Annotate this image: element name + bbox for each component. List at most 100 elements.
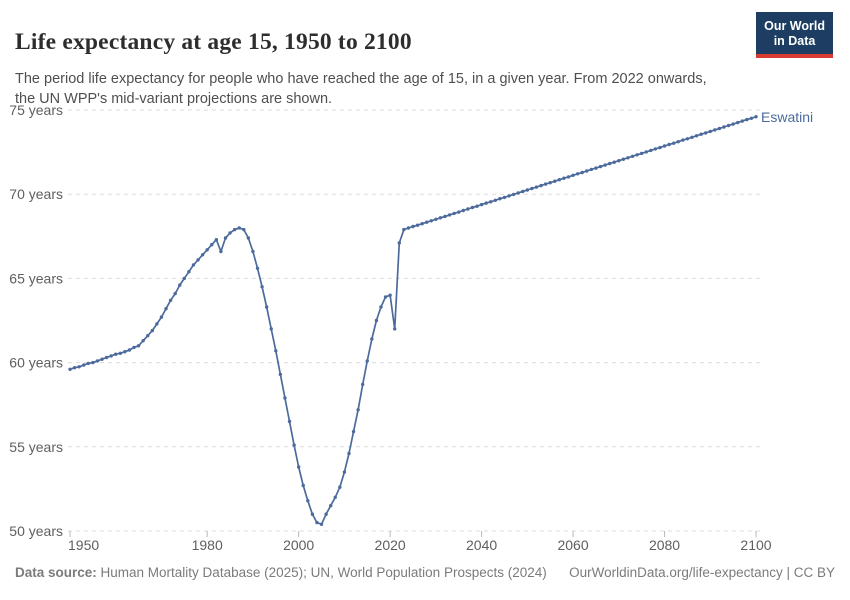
- data-point-marker: [553, 179, 557, 183]
- x-axis-tick-label: 2060: [557, 537, 588, 553]
- data-point-marker: [502, 195, 507, 200]
- data-point-marker: [319, 522, 324, 526]
- y-axis-tick-label: 50 years: [9, 523, 63, 539]
- data-point-marker: [585, 169, 589, 173]
- data-point-marker: [507, 194, 511, 198]
- data-point-marker: [114, 352, 118, 356]
- data-point-marker: [287, 419, 292, 424]
- data-point-marker: [530, 186, 534, 191]
- data-point-marker: [525, 188, 530, 192]
- data-point-marker: [699, 132, 703, 136]
- owid-logo[interactable]: Our World in Data: [756, 12, 833, 58]
- data-point-marker: [598, 164, 603, 169]
- x-axis-tick-label: 2040: [466, 537, 497, 553]
- data-point-marker: [703, 131, 708, 135]
- data-point-marker: [347, 451, 351, 456]
- data-point-marker: [736, 120, 740, 125]
- data-point-marker: [228, 231, 232, 235]
- data-point-marker: [100, 357, 104, 361]
- data-point-marker: [315, 520, 319, 525]
- data-point-marker: [370, 337, 374, 341]
- data-point-marker: [168, 298, 173, 302]
- data-point-marker: [182, 276, 187, 281]
- data-point-marker: [141, 339, 145, 343]
- data-point-marker: [95, 359, 100, 363]
- data-point-marker: [612, 160, 616, 164]
- data-point-marker: [511, 192, 516, 197]
- data-point-marker: [662, 144, 667, 148]
- data-point-marker: [159, 315, 164, 319]
- data-point-marker: [521, 189, 525, 194]
- data-point-marker: [621, 157, 626, 161]
- data-point-marker: [68, 367, 72, 371]
- data-point-marker: [493, 198, 498, 202]
- data-point-marker: [575, 172, 580, 176]
- data-point-marker: [91, 360, 95, 365]
- data-point-marker: [269, 327, 273, 331]
- entity-label[interactable]: Eswatini: [761, 109, 814, 125]
- data-point-marker: [328, 504, 333, 508]
- data-point-marker: [571, 173, 575, 177]
- data-point-marker: [617, 159, 621, 163]
- data-point-marker: [603, 163, 607, 167]
- data-point-marker: [237, 226, 241, 230]
- data-point-marker: [310, 512, 315, 516]
- data-point-marker: [516, 191, 520, 195]
- data-point-marker: [200, 253, 205, 257]
- data-point-marker: [566, 175, 571, 179]
- data-point-marker: [402, 227, 406, 232]
- data-point-marker: [251, 249, 255, 254]
- data-point-marker: [443, 214, 447, 219]
- data-point-marker: [580, 170, 584, 175]
- data-point-marker: [82, 363, 86, 367]
- data-source-label: Data source:: [15, 565, 97, 580]
- owid-logo-line1: Our World: [764, 19, 825, 33]
- chart-subtitle: The period life expectancy for people wh…: [15, 70, 707, 107]
- data-point-marker: [411, 224, 415, 229]
- data-point-marker: [447, 213, 452, 217]
- data-point-marker: [653, 147, 658, 151]
- data-point-marker: [397, 241, 401, 245]
- owid-link[interactable]: OurWorldinData.org/life-expectancy: [569, 565, 783, 580]
- data-point-marker: [374, 318, 379, 323]
- data-point-marker: [333, 495, 337, 499]
- data-point-marker: [557, 178, 562, 182]
- data-point-marker: [342, 470, 347, 474]
- data-point-marker: [406, 226, 411, 230]
- data-point-marker: [644, 150, 648, 154]
- data-point-marker: [475, 204, 479, 208]
- license-badge: | CC BY: [782, 565, 835, 580]
- data-point-marker: [173, 291, 177, 296]
- eswatini-line-series: [69, 115, 757, 526]
- data-point-marker: [278, 372, 283, 377]
- data-point-marker: [626, 156, 630, 160]
- data-point-marker: [452, 211, 456, 216]
- data-point-marker: [324, 512, 328, 516]
- data-point-marker: [292, 443, 296, 447]
- data-point-marker: [214, 238, 219, 242]
- x-axis-tick-label: 2080: [649, 537, 680, 553]
- data-point-marker: [457, 210, 461, 214]
- data-point-marker: [630, 154, 635, 158]
- data-point-marker: [283, 396, 287, 400]
- data-point-marker: [649, 148, 653, 153]
- x-axis-tick-label: 2000: [283, 537, 314, 553]
- data-point-marker: [489, 200, 493, 204]
- data-point-marker: [713, 128, 717, 132]
- data-point-marker: [77, 365, 81, 369]
- y-axis-tick-label: 55 years: [9, 439, 63, 455]
- data-point-marker: [104, 355, 109, 360]
- data-point-marker: [434, 217, 438, 221]
- data-point-marker: [351, 429, 356, 434]
- data-point-marker: [164, 307, 168, 311]
- data-point-marker: [543, 182, 548, 186]
- data-point-marker: [223, 236, 228, 240]
- data-point-marker: [635, 153, 639, 157]
- data-point-marker: [383, 295, 388, 299]
- x-axis-tick-label: 1980: [192, 537, 223, 553]
- data-point-marker: [484, 201, 488, 205]
- data-point-marker: [338, 485, 342, 489]
- owid-logo-line2: in Data: [773, 34, 816, 48]
- y-axis-tick-label: 70 years: [9, 186, 63, 202]
